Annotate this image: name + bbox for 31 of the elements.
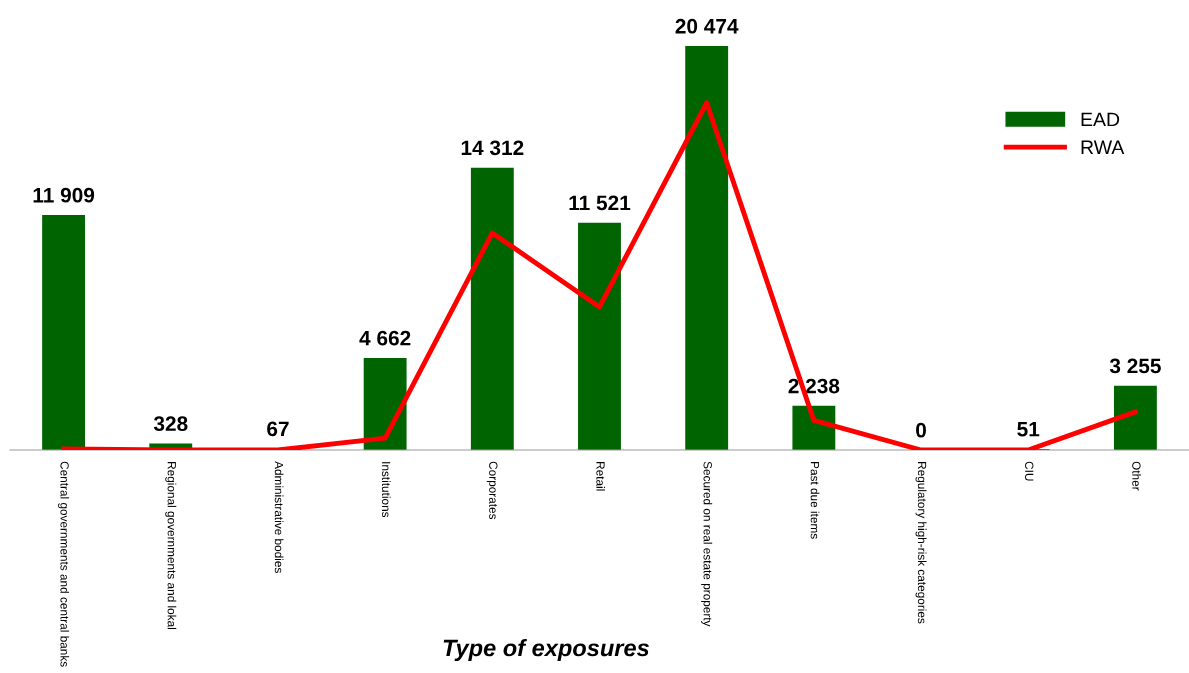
bar [685, 46, 729, 450]
bar [42, 215, 86, 450]
data-label: 3 255 [1109, 358, 1161, 374]
x-tick-label: Retail [596, 462, 605, 491]
data-label: 14 312 [461, 140, 524, 156]
legend-label: RWA [1081, 140, 1125, 154]
bar [363, 358, 407, 450]
legend-label: EAD [1081, 112, 1120, 127]
data-label: 328 [153, 416, 188, 432]
bar [1113, 385, 1157, 450]
x-tick-label: Regulatory high-risk categories [915, 462, 927, 624]
x-tick-label: Other [1132, 461, 1141, 491]
x-tick-label: CIU [1025, 461, 1034, 481]
data-label: 67 [267, 421, 289, 437]
data-label: 2 238 [788, 378, 840, 394]
bar [470, 167, 514, 450]
x-tick-label: Regional governments and lokal [165, 462, 177, 629]
data-label: 11 521 [569, 195, 631, 211]
data-label: 0 [916, 422, 926, 438]
x-axis-title: Type of exposures [443, 639, 649, 662]
x-tick-label: Administrative bodies [274, 461, 284, 573]
data-label: 4 662 [359, 330, 411, 346]
bar [578, 222, 621, 450]
x-tick-label: Institutions [381, 462, 391, 518]
x-tick-label: Secured on real estate property [701, 461, 713, 627]
x-tick-label: Past due items [810, 462, 820, 539]
data-label: 11 909 [33, 187, 95, 203]
x-tick-label: Corporates [486, 461, 498, 520]
x-tick-label: Central governments and central banks [58, 461, 70, 667]
data-label: 20 474 [675, 18, 739, 34]
data-label: 51 [1017, 422, 1040, 437]
